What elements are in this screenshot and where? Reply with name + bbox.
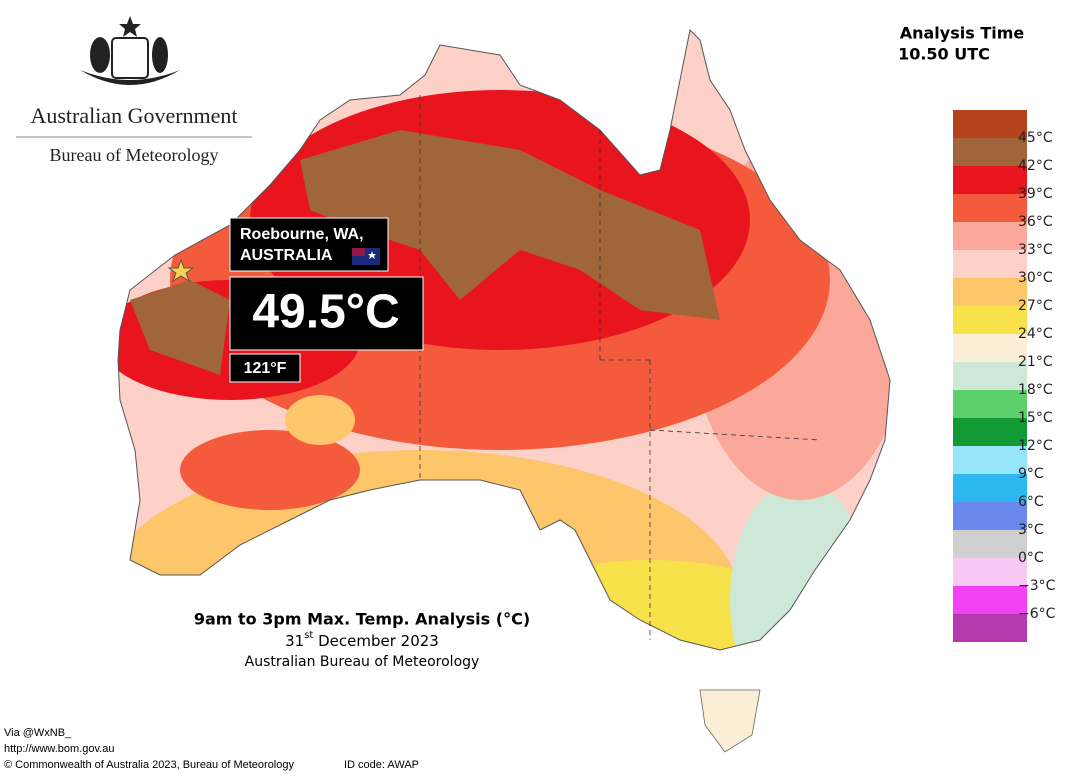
- legend-label: 30°C: [1018, 270, 1053, 286]
- legend-label: 42°C: [1018, 158, 1053, 174]
- place-name: Roebourne, WA,: [240, 226, 364, 243]
- legend-label: 45°C: [1018, 130, 1053, 146]
- legend-swatch: [953, 558, 1027, 586]
- government-name: Australian Government: [30, 103, 237, 128]
- legend-swatch: [953, 474, 1027, 502]
- legend-label: 39°C: [1018, 186, 1053, 202]
- location-star: [167, 258, 195, 283]
- legend-swatch: [953, 390, 1027, 418]
- legend-swatch: [953, 110, 1027, 138]
- legend-label: −6°C: [1018, 606, 1056, 622]
- bureau-name: Bureau of Meteorology: [50, 145, 219, 165]
- temperature-map: [118, 30, 890, 650]
- legend-swatch: [953, 138, 1027, 166]
- legend-label: 27°C: [1018, 298, 1053, 314]
- legend-swatch: [953, 586, 1027, 614]
- date-rest: December 2023: [313, 632, 439, 650]
- legend-label: 21°C: [1018, 354, 1053, 370]
- legend-swatch: [953, 530, 1027, 558]
- legend-label: 15°C: [1018, 410, 1053, 426]
- map-source: Australian Bureau of Meteorology: [245, 654, 480, 670]
- url: http://www.bom.gov.au: [4, 743, 114, 755]
- legend-swatch: [953, 334, 1027, 362]
- legend-label: 33°C: [1018, 242, 1053, 258]
- temperature-f: 121°F: [244, 360, 287, 377]
- analysis-time: 10.50 UTC: [898, 45, 990, 64]
- legend: 45°C 42°C 39°C 36°C 33°C 30°C 27°C 24°C 21°C 18°C…: [953, 110, 1056, 642]
- id-code: ID code: AWAP: [344, 759, 419, 771]
- country-name: AUSTRALIA: [240, 247, 333, 264]
- legend-swatch: [953, 306, 1027, 334]
- legend-label: 6°C: [1018, 494, 1044, 510]
- analysis-label: Analysis Time: [900, 24, 1025, 43]
- legend-swatch: [953, 250, 1027, 278]
- legend-label: 9°C: [1018, 466, 1044, 482]
- date-day: 31: [285, 632, 304, 650]
- coat-of-arms: [80, 16, 180, 85]
- temp-box: [229, 276, 424, 351]
- legend-label: 3°C: [1018, 522, 1044, 538]
- legend-label: 36°C: [1018, 214, 1053, 230]
- legend-swatch: [953, 166, 1027, 194]
- fahrenheit-box: [229, 353, 301, 383]
- legend-swatch: [953, 614, 1027, 642]
- copyright: © Commonwealth of Australia 2023, Bureau…: [4, 759, 294, 771]
- date-suffix: st: [304, 630, 313, 641]
- legend-swatch: [953, 418, 1027, 446]
- legend-swatch: [953, 278, 1027, 306]
- legend-label: 12°C: [1018, 438, 1053, 454]
- temperature-c: 49.5°C: [252, 286, 399, 339]
- coastline: [117, 28, 891, 651]
- via: Via @WxNB_: [4, 727, 72, 739]
- legend-swatch: [953, 222, 1027, 250]
- map-date: 31st December 2023: [285, 630, 439, 650]
- legend-label: 0°C: [1018, 550, 1044, 566]
- legend-swatch: [953, 362, 1027, 390]
- legend-swatch: [953, 502, 1027, 530]
- map-title: 9am to 3pm Max. Temp. Analysis (°C): [194, 610, 530, 629]
- flag: [352, 248, 380, 265]
- legend-swatch: [953, 446, 1027, 474]
- tasmania: [699, 689, 761, 753]
- legend-label: 24°C: [1018, 326, 1053, 342]
- legend-label: 18°C: [1018, 382, 1053, 398]
- legend-swatch: [953, 194, 1027, 222]
- legend-label: −3°C: [1018, 578, 1056, 594]
